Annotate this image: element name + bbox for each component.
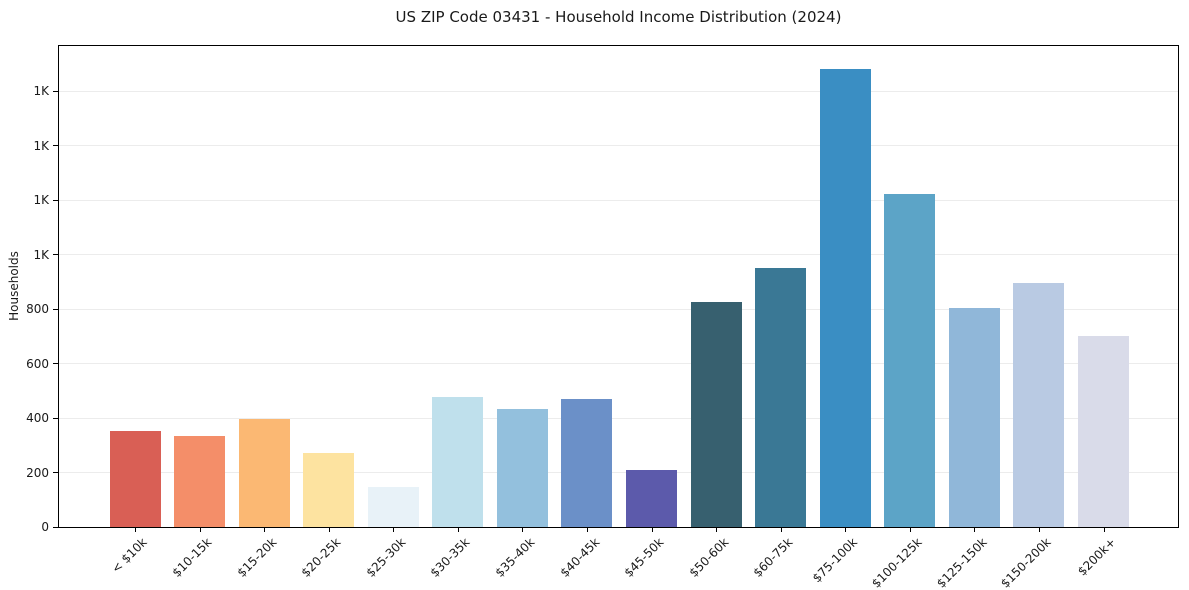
bar-10-15k bbox=[174, 435, 226, 527]
y-tick-label: 400 bbox=[26, 411, 49, 426]
x-tick bbox=[909, 527, 911, 532]
x-tick bbox=[522, 527, 524, 532]
x-tick bbox=[457, 527, 459, 532]
x-tick bbox=[1103, 527, 1105, 532]
gridline bbox=[59, 363, 1178, 365]
x-tick-label-text: $200k+ bbox=[1074, 535, 1119, 579]
x-tick-label-text: $40-45k bbox=[557, 535, 602, 580]
bar-15-20k bbox=[238, 418, 290, 527]
y-tick-label: 1K bbox=[33, 193, 49, 208]
x-tick-label-text: $50-60k bbox=[686, 535, 732, 580]
bar-30-35k bbox=[432, 397, 484, 527]
x-tick bbox=[974, 527, 976, 532]
x-tick bbox=[716, 527, 718, 532]
y-tick bbox=[53, 472, 58, 474]
y-tick-label: 0 bbox=[41, 520, 49, 534]
x-tick-label-text: $30-35k bbox=[427, 535, 473, 580]
y-tick bbox=[53, 199, 58, 201]
bar-60-75k bbox=[755, 268, 807, 527]
x-tick-label-text: < $10k bbox=[109, 535, 150, 576]
x-tick-label-text: $100-125k bbox=[869, 535, 925, 590]
y-tick-label: 600 bbox=[26, 356, 49, 371]
y-tick bbox=[53, 417, 58, 419]
y-tick-label: 1K bbox=[33, 247, 49, 262]
gridline bbox=[59, 199, 1178, 201]
bar-150-200k bbox=[1013, 282, 1065, 527]
y-tick bbox=[53, 145, 58, 147]
bar-50-60k bbox=[690, 302, 742, 527]
bar-200k bbox=[1078, 336, 1130, 527]
y-tick-label: 1K bbox=[33, 138, 49, 153]
y-tick bbox=[53, 254, 58, 256]
x-tick-label-text: $10-15k bbox=[169, 535, 215, 580]
gridline bbox=[59, 90, 1178, 92]
y-tick-label: 1K bbox=[33, 84, 49, 99]
y-tick-label: 800 bbox=[26, 302, 49, 317]
bar-100-125k bbox=[884, 193, 936, 527]
bar-20-25k bbox=[303, 452, 355, 527]
x-tick-label-text: $150-200k bbox=[998, 535, 1054, 590]
x-tick-label-text: $15-20k bbox=[234, 535, 280, 580]
x-tick bbox=[1038, 527, 1040, 532]
chart-title: US ZIP Code 03431 - Household Income Dis… bbox=[395, 8, 842, 26]
x-tick-label-text: $45-50k bbox=[621, 535, 667, 580]
x-tick-label-text: $75-100k bbox=[809, 535, 861, 586]
x-tick bbox=[845, 527, 847, 532]
x-tick-label-text: $125-150k bbox=[933, 535, 990, 590]
plot-area: 0 200 400 600 800 1K 1K 1K 1K < $10k $10-15k $15-20… bbox=[26, 45, 1179, 590]
y-tick-label: 200 bbox=[26, 465, 49, 480]
bar-125-150k bbox=[948, 308, 1000, 527]
x-tick bbox=[651, 527, 653, 532]
gridline bbox=[59, 472, 1178, 474]
bar-40-45k bbox=[561, 398, 613, 527]
gridline bbox=[59, 417, 1178, 419]
y-tick bbox=[53, 308, 58, 310]
bar-45-50k bbox=[626, 469, 678, 527]
gridline bbox=[59, 145, 1178, 147]
bar-75-100k bbox=[819, 68, 871, 527]
x-tick bbox=[393, 527, 395, 532]
gridline bbox=[59, 254, 1178, 256]
y-tick bbox=[53, 363, 58, 365]
bar-25-30k bbox=[367, 486, 419, 527]
gridline bbox=[59, 308, 1178, 310]
x-tick bbox=[135, 527, 136, 532]
x-tick-label-text: $35-40k bbox=[492, 535, 538, 580]
x-tick-label-text: $20-25k bbox=[298, 535, 344, 580]
x-tick-label-text: $25-30k bbox=[363, 535, 409, 580]
x-tick bbox=[264, 527, 266, 532]
x-tick bbox=[328, 527, 330, 532]
y-tick bbox=[53, 90, 58, 92]
x-tick bbox=[586, 527, 588, 532]
bar-35-40k bbox=[496, 408, 548, 527]
x-tick bbox=[780, 527, 782, 532]
y-tick bbox=[53, 526, 58, 528]
bar-10k bbox=[109, 431, 161, 527]
x-tick-label-text: $60-75k bbox=[750, 535, 796, 580]
x-tick bbox=[199, 527, 201, 532]
